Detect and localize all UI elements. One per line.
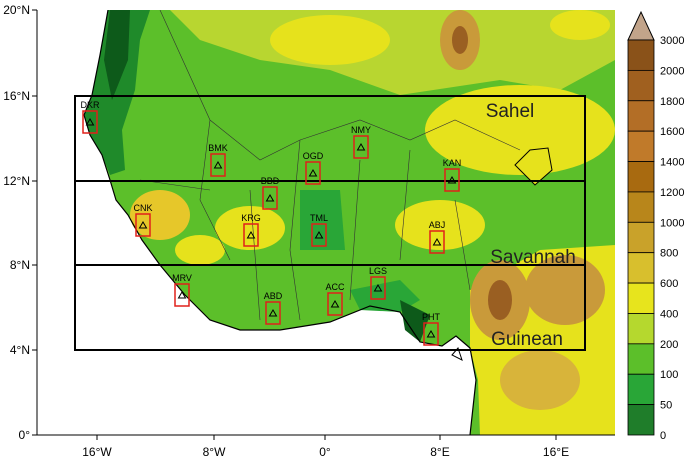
region-label: Guinean [491,329,563,350]
lat-label: 12°N [3,174,30,188]
colorbar-band [627,39,655,71]
station-box [305,161,321,185]
colorbar-label: 400 [660,308,678,320]
station-label: DKR [80,100,100,110]
station-marker [308,169,318,177]
lon-label: 8°E [430,445,449,459]
colorbar-label: 100 [660,369,678,381]
station-marker [330,300,340,308]
colorbar-label: 2000 [660,65,684,77]
station-marker [177,291,187,299]
station-label: ABD [264,291,283,301]
colorbar-band [627,252,655,284]
colorbar-label: 800 [660,248,678,260]
station-box [210,153,226,177]
station-label: LGS [369,266,387,276]
colorbar-band [627,313,655,345]
station-box [311,223,327,247]
station-marker [447,176,457,184]
lat-label: 16°N [3,89,30,103]
colorbar-band [627,130,655,162]
station-label: PHT [422,312,441,322]
colorbar-band [627,282,655,314]
station-label: BMK [208,143,228,153]
station-box [135,213,151,237]
terrain [83,10,615,435]
lat-label: 8°N [10,258,30,272]
lon-label: 16°W [82,445,112,459]
station-marker [85,118,95,126]
colorbar-label: 1200 [660,187,684,199]
station-marker [426,330,436,338]
station-box [174,283,190,307]
colorbar-band [627,404,655,436]
lat-label: 20°N [3,3,30,17]
station-label: NMY [351,125,371,135]
station-box [262,186,278,210]
colorbar-band [627,161,655,193]
region-label: Savannah [490,247,576,268]
station-label: MRV [172,273,192,283]
station-marker [432,238,442,246]
lat-label: 4°N [10,343,30,357]
station-marker [268,309,278,317]
colorbar-label: 1000 [660,217,684,229]
colorbar-band [627,191,655,223]
station-marker [138,221,148,229]
station-box [243,223,259,247]
colorbar-label: 1400 [660,157,684,169]
station-box [353,135,369,159]
station-box [82,110,98,134]
colorbar-label: 1600 [660,126,684,138]
station-label: ACC [325,282,345,292]
colorbar-extension [627,10,655,41]
colorbar-label: 3000 [660,35,684,47]
station-label: ABJ [429,220,446,230]
station-box [327,292,343,316]
station-marker [265,194,275,202]
lon-label: 8°W [203,445,226,459]
lat-label: 0° [19,428,31,442]
station-box [429,230,445,254]
station-label: KAN [443,158,462,168]
colorbar-band [627,100,655,132]
station-marker [373,284,383,292]
station-label: CNK [133,203,152,213]
colorbar-label: 50 [660,400,672,412]
colorbar-band [627,343,655,375]
colorbar-band [627,221,655,254]
station-box [265,301,281,325]
colorbar-label: 1800 [660,96,684,108]
region-boxes [74,95,586,351]
station-label: KRG [241,213,261,223]
station-label: OGD [303,151,324,161]
station-box [370,276,386,300]
station-marker [246,231,256,239]
station-label: BBD [261,176,280,186]
region-label: Sahel [486,101,535,122]
station-marker [314,231,324,239]
lon-label: 16°E [543,445,569,459]
station-marker [356,143,366,151]
colorbar-label: 600 [660,278,678,290]
colorbar-band [627,69,655,102]
colorbar-label: 200 [660,339,678,351]
station-box [444,168,460,192]
colorbar-label: 0 [660,430,666,442]
station-marker [213,161,223,169]
station-label: TML [310,213,328,223]
station-box [423,322,439,346]
colorbar-band [627,373,655,406]
lon-label: 0° [319,445,331,459]
